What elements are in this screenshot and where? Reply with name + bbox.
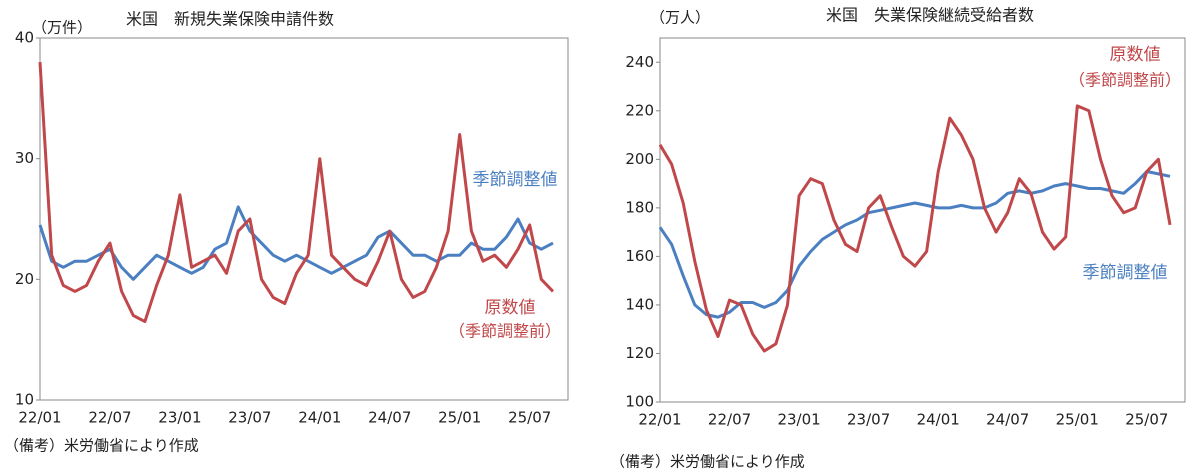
series-label: 原数値 xyxy=(485,298,536,318)
x-tick-label: 22/07 xyxy=(708,411,751,429)
line-series xyxy=(38,205,554,281)
x-tick-label: 22/07 xyxy=(88,409,131,427)
x-tick-label: 25/01 xyxy=(1056,411,1099,429)
series-label: 季節調整値 xyxy=(473,170,558,190)
x-tick-label: 23/07 xyxy=(228,409,271,427)
y-tick-label: 220 xyxy=(625,101,654,119)
source-note: （備考）米労働省により作成 xyxy=(610,453,805,471)
series-label: 季節調整値 xyxy=(1083,263,1168,283)
line-series xyxy=(658,170,1171,319)
y-tick-label: 100 xyxy=(625,393,654,411)
y-tick-label: 240 xyxy=(625,53,654,71)
x-tick-label: 24/07 xyxy=(368,409,411,427)
x-tick-label: 24/01 xyxy=(917,411,960,429)
annotation: （季節調整前） xyxy=(449,322,561,341)
x-tick-label: 24/01 xyxy=(298,409,341,427)
y-tick-label: 40 xyxy=(15,29,34,47)
x-tick-label: 24/07 xyxy=(986,411,1029,429)
chart-title: 米国 失業保険継続受給者数 xyxy=(826,6,1034,25)
plot-frame xyxy=(659,37,1186,403)
x-tick-label: 22/01 xyxy=(638,411,681,429)
series-label: 原数値 xyxy=(1110,45,1161,65)
y-tick-label: 20 xyxy=(15,270,34,288)
y-axis-label: （万件） xyxy=(32,19,92,37)
y-tick-label: 160 xyxy=(625,247,654,265)
y-tick-label: 140 xyxy=(625,295,654,313)
x-tick-label: 22/01 xyxy=(18,409,61,427)
x-tick-label: 25/01 xyxy=(438,409,481,427)
x-tick-label: 25/07 xyxy=(508,409,551,427)
annotation: （季節調整前） xyxy=(1069,71,1181,90)
y-axis-label: （万人） xyxy=(650,9,710,27)
line-series xyxy=(658,104,1172,353)
y-tick-label: 120 xyxy=(625,344,654,362)
chart-title: 米国 新規失業保険申請件数 xyxy=(126,10,334,29)
y-tick-label: 200 xyxy=(625,150,654,168)
line-series xyxy=(38,62,555,324)
plot-frame xyxy=(39,37,569,401)
source-note: （備考）米労働省により作成 xyxy=(4,437,199,455)
x-tick-label: 25/07 xyxy=(1125,411,1168,429)
x-tick-label: 23/01 xyxy=(777,411,820,429)
x-tick-label: 23/01 xyxy=(158,409,201,427)
y-tick-label: 30 xyxy=(15,149,34,167)
y-tick-label: 180 xyxy=(625,198,654,216)
y-tick-label: 10 xyxy=(15,391,34,409)
x-tick-label: 23/07 xyxy=(847,411,890,429)
